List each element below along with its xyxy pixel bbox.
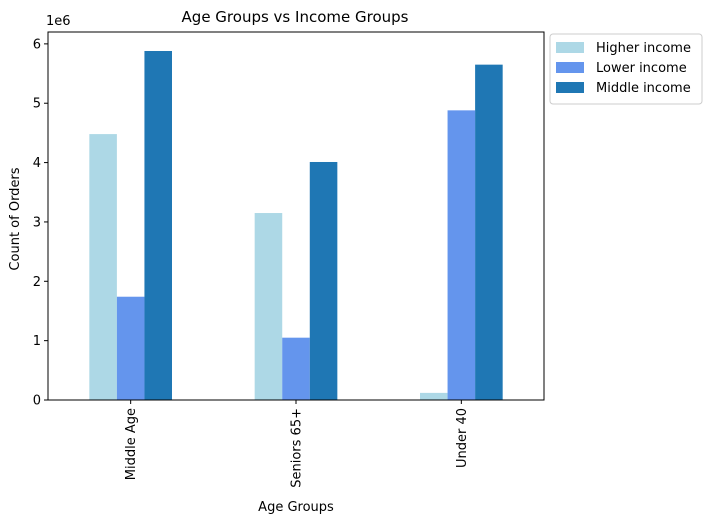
bar-middle-income-seniors-65 <box>309 161 338 400</box>
legend: Higher income Lower income Middle income <box>549 33 703 105</box>
plot-frame <box>47 31 545 401</box>
x-axis: Middle Age Seniors 65+ Under 40 <box>124 400 470 488</box>
legend-frame <box>549 33 703 105</box>
x-tick-label: Middle Age <box>124 408 139 480</box>
bar-lower-income-seniors-65 <box>282 337 310 400</box>
y-axis-offset-label: 1e6 <box>46 14 71 29</box>
legend-label: Lower income <box>596 61 687 76</box>
legend-swatch <box>556 42 584 53</box>
y-tick-label: 1 <box>33 334 41 349</box>
y-tick-label: 4 <box>33 156 41 171</box>
legend-label: Middle income <box>596 81 691 96</box>
legend-swatch <box>556 82 584 93</box>
bar-middle-income-under-40 <box>475 64 503 401</box>
y-tick-label: 5 <box>33 97 41 112</box>
bar-lower-income-middle-age <box>116 296 145 400</box>
bars-group <box>89 50 503 401</box>
y-axis: 0 1 2 3 4 5 6 <box>33 37 48 409</box>
bar-middle-income-middle-age <box>144 50 172 401</box>
chart-title: Age Groups vs Income Groups <box>182 8 409 26</box>
x-axis-label: Age Groups <box>258 500 334 515</box>
y-axis-label: Count of Orders <box>8 167 23 270</box>
bar-higher-income-middle-age <box>89 134 117 400</box>
y-tick-label: 2 <box>33 275 41 290</box>
bar-higher-income-seniors-65 <box>254 213 283 400</box>
legend-label: Higher income <box>596 41 691 56</box>
y-tick-label: 0 <box>33 394 41 409</box>
bar-lower-income-under-40 <box>447 110 476 400</box>
legend-swatch <box>556 62 584 73</box>
y-tick-label: 6 <box>33 37 41 52</box>
x-tick-label: Seniors 65+ <box>290 408 305 488</box>
y-tick-label: 3 <box>33 215 41 230</box>
x-tick-label: Under 40 <box>455 408 470 468</box>
bar-higher-income-under-40 <box>420 392 448 400</box>
